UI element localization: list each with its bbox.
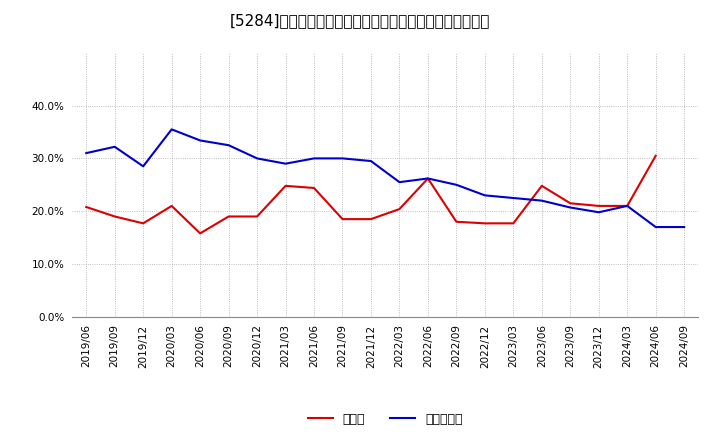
現預金 [139,221,148,226]
有利子負債 [253,156,261,161]
有利子負債 [225,143,233,148]
Text: [5284]　現預金、有利子負債の総資産に対する比率の推移: [5284] 現預金、有利子負債の総資産に対する比率の推移 [230,13,490,28]
有利子負債 [366,158,375,164]
有利子負債 [423,176,432,181]
有利子負債 [139,164,148,169]
有利子負債 [82,150,91,156]
有利子負債 [110,144,119,150]
現預金 [480,221,489,226]
有利子負債 [167,127,176,132]
有利子負債 [623,203,631,209]
現預金 [623,203,631,209]
現預金 [196,231,204,236]
有利子負債 [652,224,660,230]
Legend: 現預金, 有利子負債: 現預金, 有利子負債 [302,407,468,430]
現預金 [82,204,91,209]
現預金 [282,183,290,188]
現預金 [509,221,518,226]
有利子負債 [566,205,575,210]
現預金 [537,183,546,188]
現預金 [253,214,261,219]
現預金 [652,153,660,158]
現預金 [167,203,176,209]
有利子負債 [395,180,404,185]
Line: 有利子負債: 有利子負債 [86,129,684,227]
現預金 [423,176,432,181]
有利子負債 [310,156,318,161]
有利子負債 [509,195,518,201]
有利子負債 [282,161,290,166]
現預金 [452,219,461,224]
現預金 [595,203,603,209]
有利子負債 [595,209,603,215]
現預金 [395,206,404,212]
現預金 [366,216,375,222]
有利子負債 [338,156,347,161]
現預金 [566,201,575,206]
有利子負債 [196,138,204,143]
現預金 [310,185,318,191]
有利子負債 [680,224,688,230]
有利子負債 [537,198,546,203]
Line: 現預金: 現預金 [86,156,656,233]
現預金 [110,214,119,219]
現預金 [338,216,347,222]
有利子負債 [480,193,489,198]
現預金 [225,214,233,219]
有利子負債 [452,182,461,187]
